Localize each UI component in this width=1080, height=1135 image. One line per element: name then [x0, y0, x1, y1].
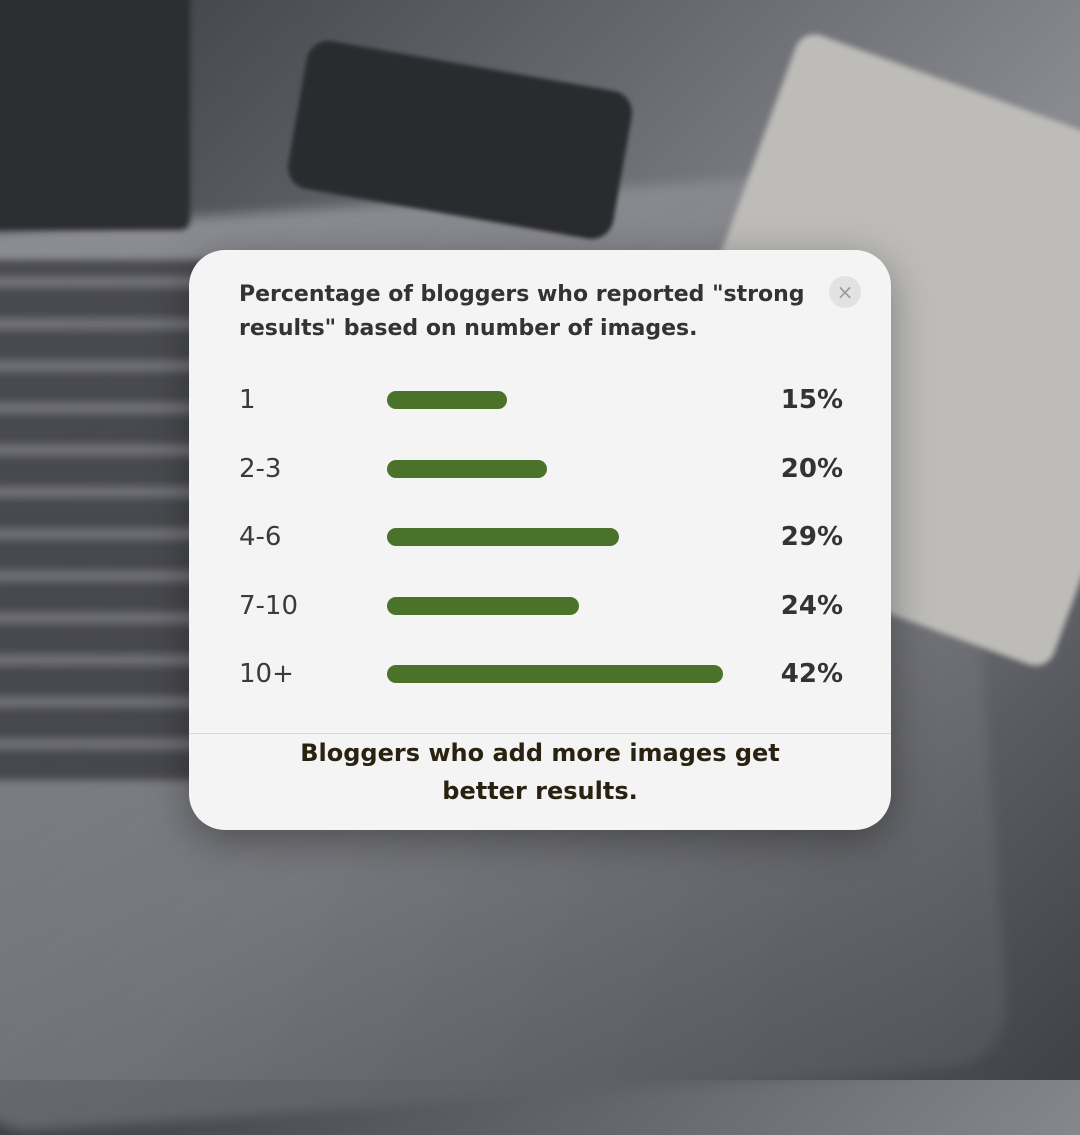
bar-row: 1 15% [189, 380, 891, 420]
close-icon[interactable]: × [829, 276, 861, 308]
category-label: 10+ [239, 659, 294, 689]
bar-row: 4-6 29% [189, 517, 891, 557]
category-label: 7-10 [239, 590, 299, 621]
bar [387, 459, 547, 478]
bar-row: 2-3 20% [189, 449, 891, 489]
bar [387, 665, 723, 683]
value-label: 42% [780, 659, 843, 689]
chart-card: Percentage of bloggers who reported "str… [189, 250, 891, 830]
chart-title: Percentage of bloggers who reported "str… [239, 282, 805, 341]
bar-row: 10+ 42% [189, 654, 891, 694]
value-label: 24% [780, 590, 843, 621]
value-label: 15% [780, 385, 843, 415]
value-label: 20% [780, 453, 843, 484]
bar [387, 528, 619, 546]
screen-blur [0, 0, 190, 230]
category-label: 1 [239, 385, 256, 415]
bar [387, 596, 579, 615]
divider [189, 733, 891, 734]
bar [387, 391, 507, 409]
bar-row: 7-10 24% [189, 586, 891, 626]
value-label: 29% [780, 522, 843, 552]
category-label: 2-3 [239, 453, 282, 484]
footer-caption: Bloggers who add more images get better … [300, 739, 780, 805]
category-label: 4-6 [239, 522, 282, 552]
